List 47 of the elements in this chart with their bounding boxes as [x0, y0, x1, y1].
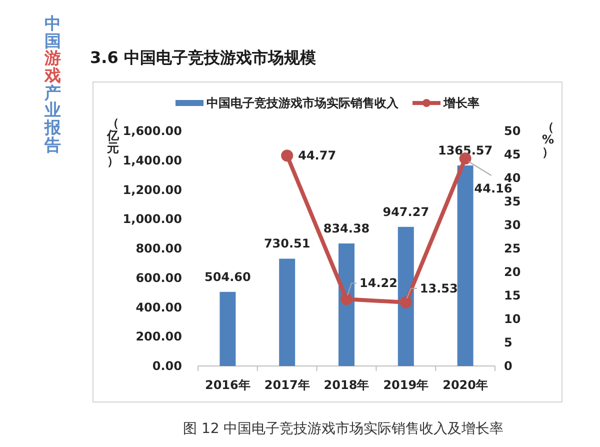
bar — [398, 226, 414, 366]
y2-tick-label: 25 — [504, 242, 521, 256]
y2-tick-label: 30 — [504, 218, 521, 232]
caption: 图 12 中国电子竞技游戏市场实际销售收入及增长率 — [183, 421, 504, 437]
text: 中国游戏产业报告 — [44, 14, 62, 154]
data-label: 44.77 — [298, 148, 336, 163]
y-tick-label: 1,200.00 — [122, 182, 182, 197]
data-label: 14.22 — [360, 276, 398, 290]
data-label: 834.38 — [323, 221, 370, 236]
bar — [279, 258, 296, 366]
bar — [220, 292, 236, 366]
bar — [338, 243, 354, 366]
y-tick-label: 200.00 — [136, 330, 182, 344]
y2-tick-label: 5 — [504, 336, 512, 350]
x-tick-label: 2017年 — [264, 378, 310, 392]
y-tick-label: 800.00 — [136, 242, 182, 256]
data-label: 947.27 — [382, 204, 430, 219]
y-axis-title: （亿元） — [106, 116, 120, 168]
point — [281, 150, 294, 162]
x-tick-label: 2016年 — [204, 378, 250, 392]
x-tick-label: 2020年 — [442, 378, 488, 392]
point — [400, 296, 412, 308]
y2-axis-title: （%） — [542, 120, 554, 160]
data-label: 730.51 — [264, 236, 310, 251]
y2-tick-label: 20 — [504, 265, 521, 279]
x-tick-label: 2019年 — [383, 378, 429, 392]
data-label: 1365.57 — [438, 143, 493, 158]
y2-tick-label: 15 — [504, 288, 521, 302]
y2-tick-label: 0 — [504, 359, 512, 373]
y2-tick-label: 10 — [504, 312, 521, 326]
legend-label: 增长率 — [442, 96, 480, 110]
bar — [457, 165, 474, 366]
y2-tick-label: 50 — [504, 124, 521, 138]
y-tick-label: 1,600.00 — [122, 124, 182, 138]
data-label: 13.53 — [420, 281, 458, 296]
y2-tick-label: 45 — [504, 148, 521, 162]
y-tick-label: 600.00 — [136, 270, 182, 285]
data-label: 504.60 — [204, 270, 251, 284]
y-tick-label: 400.00 — [136, 300, 182, 314]
x-tick-label: 2018年 — [324, 378, 370, 392]
y-tick-label: 1,000.00 — [122, 212, 182, 226]
point — [340, 293, 352, 306]
chart-title: 3.6 中国电子竞技游戏市场规模 — [90, 48, 316, 67]
legend-label: 中国电子竞技游戏市场实际销售收入 — [206, 96, 400, 110]
y-tick-label: 0.00 — [152, 359, 182, 373]
y-tick-label: 1,400.00 — [122, 153, 182, 168]
y2-tick-label: 35 — [504, 194, 521, 208]
